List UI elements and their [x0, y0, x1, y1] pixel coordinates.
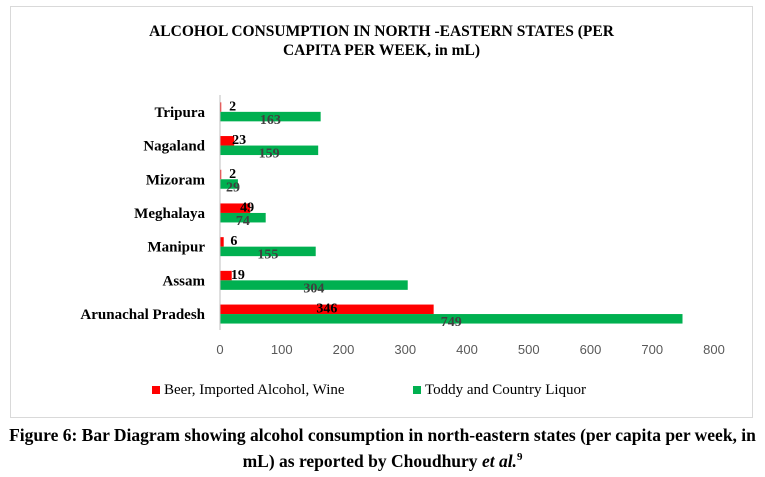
x-tick-400: 400 [456, 342, 478, 357]
bar-nagaland-toddy [220, 145, 319, 156]
bar-mizoram-beer [220, 169, 222, 180]
bar-meghalaya-beer [220, 203, 251, 213]
chart-title-line1: ALCOHOL CONSUMPTION IN NORTH -EASTERN ST… [149, 23, 614, 40]
legend-swatch-toddy-and-country-liquor [413, 386, 421, 394]
bar-arunachal-pradesh-beer [220, 304, 434, 315]
bar-tripura-beer [220, 102, 222, 112]
caption-italic: et al. [481, 450, 517, 471]
bar-manipur-toddy [220, 246, 316, 257]
data-label-meghalaya-toddy: 74 [236, 214, 250, 229]
x-tick-700: 700 [641, 342, 663, 357]
x-tick-0: 0 [216, 342, 223, 357]
data-label-manipur-beer: 6 [230, 234, 237, 249]
caption-reference: 9 [516, 451, 523, 463]
x-tick-labels: 0 100 200 300 400 500 600 700 800 [216, 342, 724, 357]
category-label-nagaland: Nagaland [143, 139, 205, 155]
bar-manipur-beer [220, 237, 224, 247]
legend-swatch-beer-imported-alcohol-wine [152, 386, 160, 394]
chart-title-line2: CAPITA PER WEEK, in mL) [282, 42, 481, 59]
x-tick-800: 800 [703, 342, 725, 357]
x-tick-300: 300 [394, 342, 416, 357]
data-label-arunachal-pradesh-toddy: 749 [441, 315, 462, 330]
category-label-manipur: Manipur [147, 240, 205, 256]
data-label-assam-beer: 19 [231, 268, 245, 283]
x-tick-200: 200 [333, 342, 355, 357]
bar-mizoram-toddy [220, 179, 238, 189]
data-label-mizoram-beer: 2 [229, 167, 236, 182]
caption-text: Figure 6: Bar Diagram showing alcohol co… [9, 425, 756, 471]
data-label-nagaland-toddy: 159 [259, 147, 280, 162]
category-label-meghalaya: Meghalaya [134, 206, 205, 222]
data-label-manipur-toddy: 155 [257, 248, 278, 263]
x-tick-500: 500 [518, 342, 540, 357]
chart-title: ALCOHOL CONSUMPTION IN NORTH -EASTERN ST… [10, 22, 753, 60]
legend-label-beer-imported-alcohol-wine: Beer, Imported Alcohol, Wine [164, 382, 345, 398]
bar-meghalaya-toddy [220, 212, 266, 223]
category-label-tripura: Tripura [154, 105, 205, 121]
bar-assam-toddy [220, 280, 408, 290]
x-tick-100: 100 [271, 342, 293, 357]
bar-assam-beer [220, 270, 232, 281]
bar-nagaland-beer [220, 136, 235, 146]
data-label-assam-toddy: 304 [303, 281, 324, 296]
x-tick-600: 600 [580, 342, 602, 357]
data-label-meghalaya-beer: 49 [240, 200, 254, 215]
data-label-arunachal-pradesh-beer: 346 [316, 302, 337, 317]
bar-tripura-toddy [220, 111, 321, 122]
category-label-assam: Assam [162, 273, 205, 289]
category-labels: Tripura Nagaland Mizoram Meghalaya Manipur As… [80, 105, 205, 323]
chart-frame [10, 6, 753, 418]
data-label-mizoram-toddy: 29 [226, 180, 240, 195]
bar-arunachal-pradesh-toddy [220, 314, 683, 324]
category-label-mizoram: Mizoram [146, 172, 206, 188]
bars-layer [220, 102, 683, 324]
data-label-tripura-toddy: 163 [260, 113, 281, 128]
legend: Beer, Imported Alcohol, Wine Toddy and Co… [152, 382, 586, 398]
legend-label-toddy-and-country-liquor: Toddy and Country Liquor [425, 382, 586, 398]
data-label-tripura-beer: 2 [229, 99, 236, 114]
figure-caption: Figure 6: Bar Diagram showing alcohol co… [0, 424, 765, 472]
category-label-arunachal-pradesh: Arunachal Pradesh [80, 307, 205, 323]
data-label-nagaland-beer: 23 [232, 133, 246, 148]
